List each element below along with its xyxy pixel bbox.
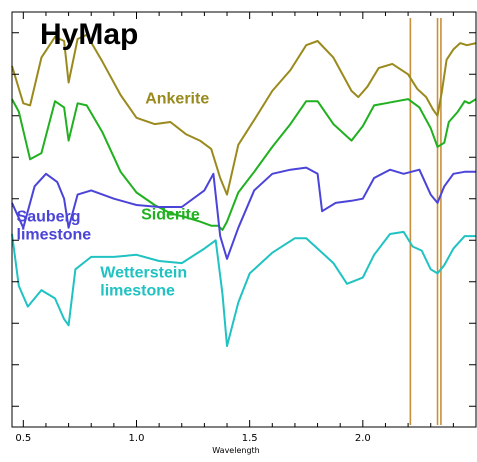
x-tick-label: 2.0 xyxy=(355,433,371,444)
chart-title: HyMap xyxy=(40,18,138,51)
series-line-4 xyxy=(11,230,476,348)
series-annotation-4: Wetterstein limestone xyxy=(100,265,187,300)
series-annotation-line: Sauberg xyxy=(17,209,81,226)
x-tick-label: 1.5 xyxy=(242,433,258,444)
series-line-2 xyxy=(11,98,477,231)
series-annotation-2: Siderite xyxy=(141,207,200,224)
series-group xyxy=(11,33,477,348)
series-annotation-3: Sauberg limestone xyxy=(17,209,92,244)
reference-lines xyxy=(409,18,442,425)
x-axis-label: Wavelength xyxy=(212,446,259,455)
series-annotation-line: limestone xyxy=(17,227,92,244)
series-annotation-line: limestone xyxy=(100,283,175,300)
series-line-3 xyxy=(11,166,476,260)
series-annotation-line: Wetterstein xyxy=(100,265,187,282)
plot-frame xyxy=(11,11,477,428)
series-annotation-line: Siderite xyxy=(141,207,200,224)
x-tick-label: 1.0 xyxy=(129,433,145,444)
series-annotation-1: Ankerite xyxy=(145,90,209,107)
series-annotation-line: Ankerite xyxy=(145,90,209,107)
axes: 0.5 1.0 1.5 2.0 xyxy=(11,11,477,444)
x-tick-label: 0.5 xyxy=(15,433,31,444)
series-line-1 xyxy=(11,33,477,196)
